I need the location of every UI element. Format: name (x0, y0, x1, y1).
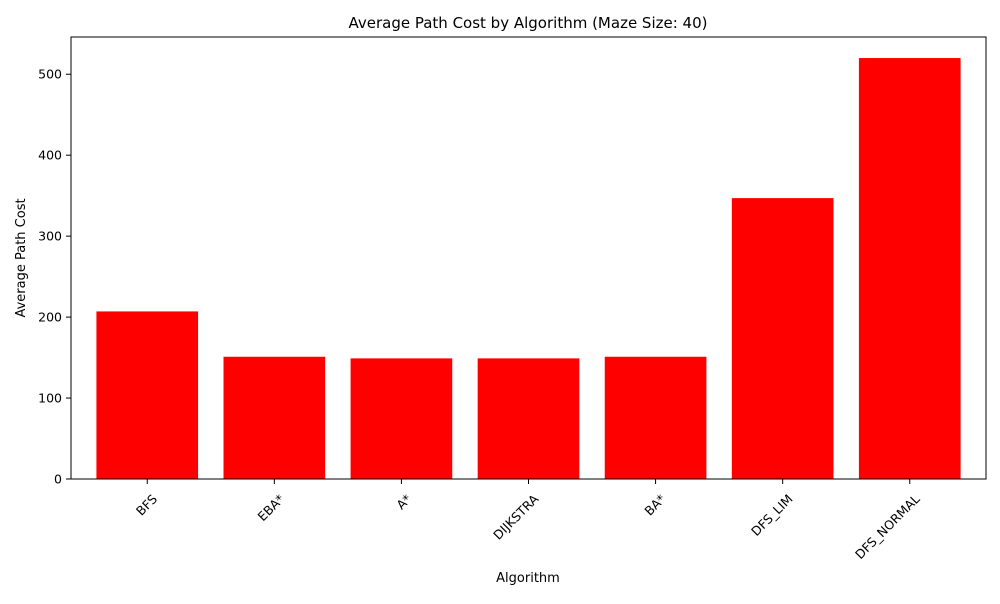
x-tick-label: DIJKSTRA (490, 491, 542, 543)
y-tick-label: 400 (38, 148, 62, 163)
bars-layer (96, 58, 961, 480)
y-tick-label: 0 (54, 472, 62, 487)
bar-dijkstra (477, 358, 580, 479)
y-tick-label: 300 (38, 229, 62, 244)
bar-dfs-lim (731, 198, 834, 479)
bar-eba (223, 356, 326, 479)
x-tick-label: BFS (133, 491, 160, 518)
x-tick-label: A* (393, 491, 414, 512)
bar-bfs (96, 311, 199, 479)
x-tick-label: EBA* (255, 491, 288, 524)
chart-title: Average Path Cost by Algorithm (Maze Siz… (348, 14, 707, 32)
bar-dfs-normal (858, 58, 961, 480)
y-tick-label: 100 (38, 391, 62, 406)
y-tick-label: 200 (38, 310, 62, 325)
x-tick-label: BA* (641, 491, 668, 518)
plot-frame (70, 36, 987, 480)
y-tick-label: 500 (38, 67, 62, 82)
bar-ba (604, 356, 707, 479)
x-axis-label: Algorithm (496, 571, 560, 586)
y-axis-ticks: 0 100 200 300 400 500 (38, 67, 71, 487)
bar-a (350, 358, 453, 479)
x-tick-label: DFS_NORMAL (852, 491, 923, 562)
y-axis-label: Average Path Cost (14, 198, 29, 317)
x-tick-label: DFS_LIM (748, 491, 796, 539)
x-axis-ticks: BFS EBA* A* DIJKSTRA BA* DFS_LIM DFS_NORMAL (133, 479, 923, 562)
